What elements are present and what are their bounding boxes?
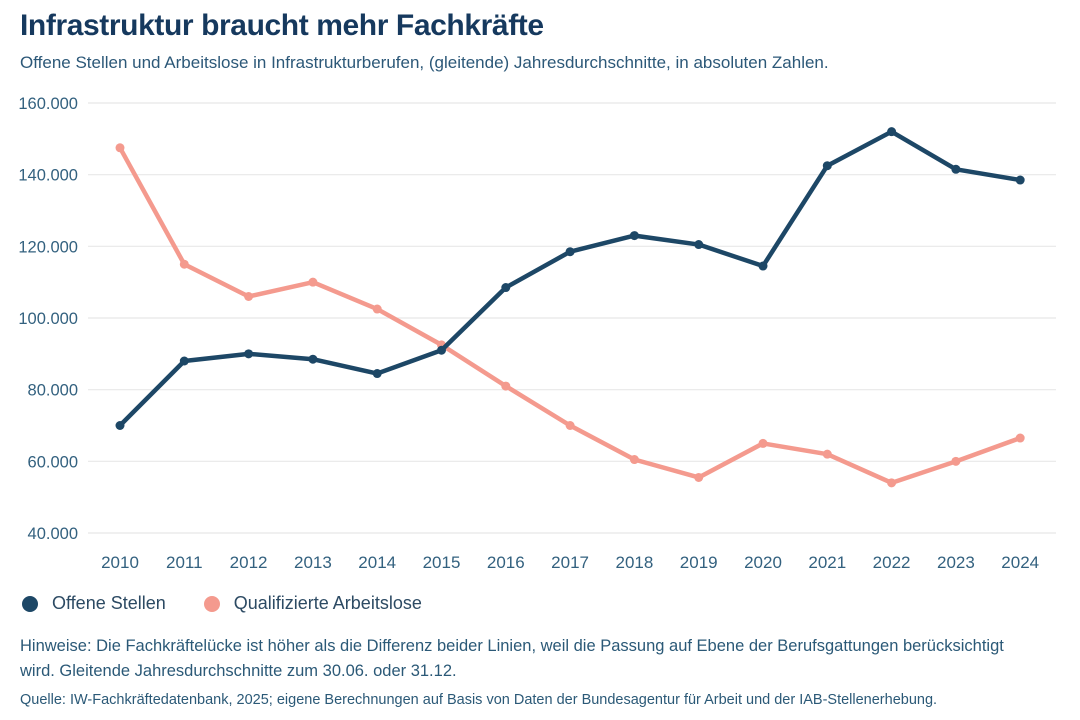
legend: Offene Stellen Qualifizierte Arbeitslose xyxy=(22,593,422,614)
data-point-offene-stellen xyxy=(694,240,704,250)
x-tick-label: 2010 xyxy=(101,553,139,572)
legend-item-offene-stellen: Offene Stellen xyxy=(22,593,166,614)
data-point-offene-stellen xyxy=(565,247,575,257)
x-tick-label: 2021 xyxy=(808,553,846,572)
data-point-offene-stellen xyxy=(629,231,639,241)
data-point-offene-stellen xyxy=(372,369,382,379)
x-tick-label: 2024 xyxy=(1001,553,1039,572)
data-point-qualifizierte-arbeitslose xyxy=(1015,433,1025,443)
legend-dot-offene-stellen-icon xyxy=(22,595,38,612)
y-tick-label: 140.000 xyxy=(18,167,78,185)
data-point-qualifizierte-arbeitslose xyxy=(115,143,125,153)
data-point-offene-stellen xyxy=(951,164,961,174)
y-tick-label: 120.000 xyxy=(18,238,78,256)
x-tick-label: 2017 xyxy=(551,553,589,572)
data-point-qualifizierte-arbeitslose xyxy=(565,421,575,430)
x-tick-label: 2015 xyxy=(423,553,461,572)
y-tick-label: 40.000 xyxy=(28,525,78,543)
legend-dot-qualifizierte-arbeitslose-icon xyxy=(203,595,220,612)
data-point-qualifizierte-arbeitslose xyxy=(758,438,768,448)
y-tick-label: 160.000 xyxy=(18,95,78,113)
legend-item-qualifizierte-arbeitslose: Qualifizierte Arbeitslose xyxy=(203,593,422,614)
data-point-qualifizierte-arbeitslose xyxy=(244,292,254,301)
legend-label-offene-stellen: Offene Stellen xyxy=(52,593,166,613)
data-point-qualifizierte-arbeitslose xyxy=(629,455,639,465)
data-point-qualifizierte-arbeitslose xyxy=(501,381,511,391)
x-tick-label: 2022 xyxy=(873,553,911,572)
y-tick-label: 80.000 xyxy=(28,382,78,400)
data-point-qualifizierte-arbeitslose xyxy=(694,472,704,482)
data-point-offene-stellen xyxy=(822,161,832,171)
data-point-offene-stellen xyxy=(501,283,511,293)
data-point-offene-stellen xyxy=(179,356,189,366)
data-point-qualifizierte-arbeitslose xyxy=(887,478,897,488)
x-tick-label: 2016 xyxy=(487,553,525,572)
legend-label-qualifizierte-arbeitslose: Qualifizierte Arbeitslose xyxy=(233,593,422,613)
page-title: Infrastruktur braucht mehr Fachkräfte xyxy=(20,9,544,42)
y-tick-label: 100.000 xyxy=(18,310,78,328)
data-point-qualifizierte-arbeitslose xyxy=(372,304,382,314)
data-point-offene-stellen xyxy=(244,349,254,359)
x-tick-label: 2011 xyxy=(166,553,203,572)
note-hinweise: Hinweise: Die Fachkräftelücke ist höher … xyxy=(20,637,1004,680)
data-point-qualifizierte-arbeitslose xyxy=(179,259,189,269)
line-qualifizierte-arbeitslose xyxy=(117,145,1023,486)
page-subtitle: Offene Stellen und Arbeitslose in Infras… xyxy=(20,53,829,72)
x-tick-label: 2012 xyxy=(230,553,268,572)
note-quelle: Quelle: IW-Fachkräftedatenbank, 2025; ei… xyxy=(20,692,938,708)
data-point-offene-stellen xyxy=(308,354,318,364)
x-tick-label: 2020 xyxy=(744,553,782,572)
data-point-offene-stellen xyxy=(1015,175,1025,185)
data-point-qualifizierte-arbeitslose xyxy=(822,449,832,459)
x-tick-label: 2023 xyxy=(937,553,975,572)
x-tick-label: 2013 xyxy=(294,553,332,572)
data-point-offene-stellen xyxy=(115,421,125,430)
x-tick-label: 2019 xyxy=(680,553,718,572)
x-tick-label: 2014 xyxy=(358,553,396,572)
data-point-offene-stellen xyxy=(887,127,897,137)
x-tick-label: 2018 xyxy=(615,553,653,572)
data-point-offene-stellen xyxy=(437,345,446,355)
line-offene-stellen xyxy=(117,129,1023,428)
data-point-offene-stellen xyxy=(758,261,768,271)
data-point-qualifizierte-arbeitslose xyxy=(308,277,318,287)
data-point-qualifizierte-arbeitslose xyxy=(951,456,961,466)
y-tick-label: 60.000 xyxy=(28,453,78,471)
